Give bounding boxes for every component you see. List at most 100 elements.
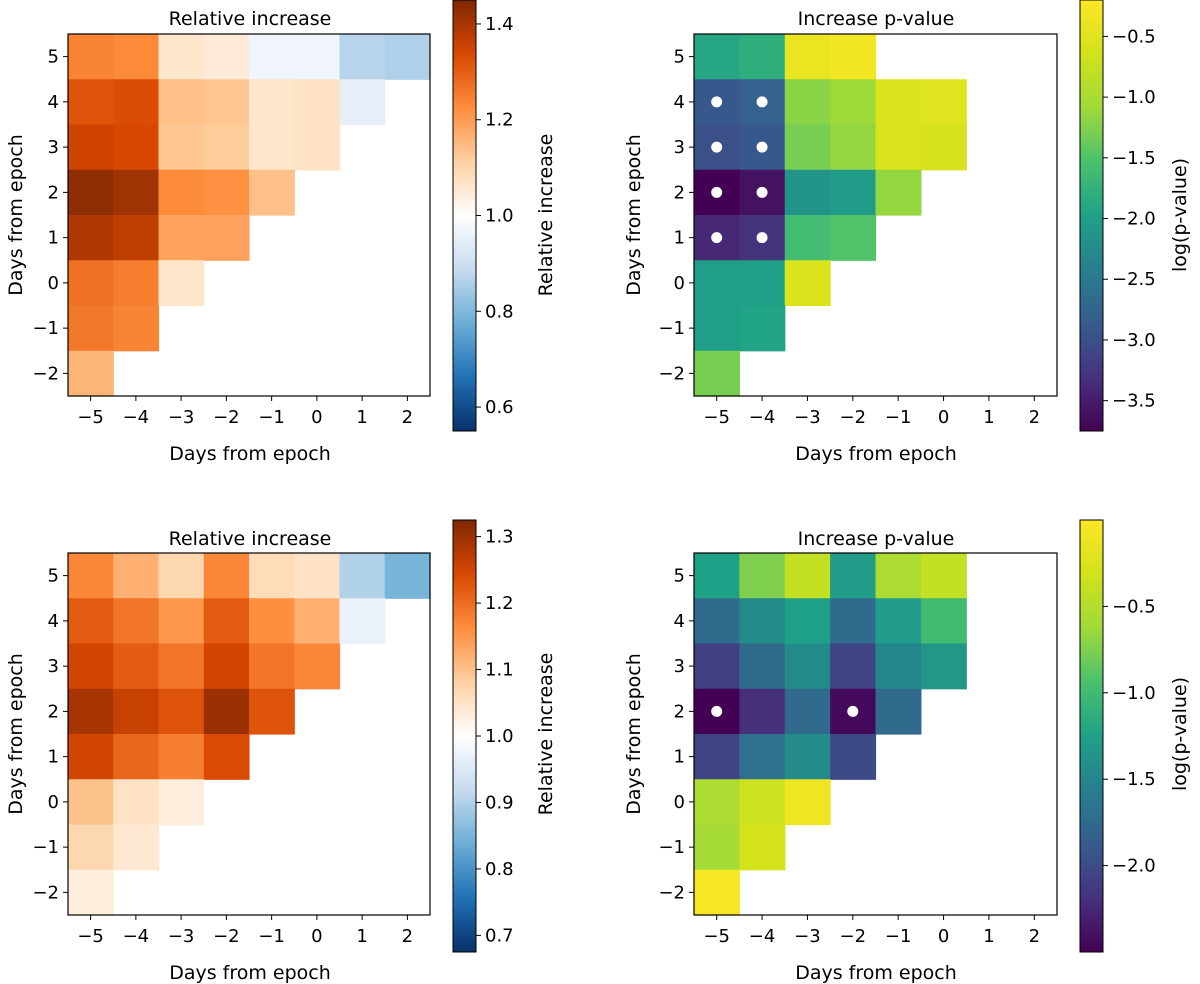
y-tick-label: 2: [48, 701, 59, 722]
heatmap-cell: [784, 124, 831, 171]
y-tick-label: 5: [48, 47, 59, 68]
colorbar-tick-label: 1.1: [485, 660, 514, 681]
colorbar-tick-label: −0.5: [1112, 26, 1156, 47]
heatmap-cell: [875, 553, 922, 599]
panel-d-cells: [694, 553, 967, 916]
heatmap-cell: [739, 34, 786, 80]
panel-b-title: Increase p-value: [798, 8, 955, 30]
heatmap-cell: [920, 598, 967, 645]
heatmap-cell: [113, 553, 160, 599]
panel-d-title: Increase p-value: [798, 528, 955, 550]
colorbar-tick-label: −1.0: [1112, 87, 1156, 108]
panel-c-title: Relative increase: [169, 528, 332, 550]
heatmap-cell: [203, 688, 250, 735]
heatmap-cell: [68, 215, 114, 261]
x-tick-label: 0: [938, 926, 949, 947]
heatmap-cell: [113, 779, 160, 826]
panel-d-colorbar-label: log(p-value): [1169, 677, 1191, 791]
panel-a-colorbar-label: Relative increase: [535, 134, 557, 297]
heatmap-cell: [694, 869, 740, 916]
significance-marker: [711, 96, 723, 108]
colorbar-tick-label: 0.8: [485, 859, 514, 880]
heatmap-cell: [830, 215, 877, 261]
heatmap-cell: [830, 734, 877, 780]
colorbar-tick-label: −1.5: [1112, 148, 1156, 169]
y-tick-label: 0: [48, 792, 59, 813]
heatmap-cell: [739, 553, 786, 599]
x-tick-label: −3: [168, 926, 195, 947]
panel-b-colorbar: [1079, 0, 1104, 432]
panel-d-colorbar: [1079, 519, 1104, 953]
heatmap-cell: [294, 79, 341, 126]
heatmap-cell: [784, 598, 831, 645]
heatmap-cell: [113, 124, 160, 171]
panel-d-x-ticks: −5 −4 −3 −2 −1 0 1 2: [703, 915, 1040, 947]
panel-d-ylabel: Days from epoch: [623, 653, 645, 815]
heatmap-cell: [294, 124, 341, 171]
heatmap-cell: [694, 779, 740, 826]
y-tick-label: 5: [48, 566, 59, 587]
heatmap-cell: [830, 643, 877, 690]
heatmap-cell: [694, 350, 740, 397]
y-tick-label: 3: [48, 656, 59, 677]
heatmap-cell: [694, 305, 740, 352]
heatmap-cell: [203, 79, 250, 126]
heatmap-cell: [68, 34, 114, 80]
panel-b: Increase p-value −5 −4 −3 −2 −1 0 1 2 543210−1−…: [623, 0, 1191, 465]
heatmap-cell: [249, 79, 295, 126]
heatmap-cell: [249, 553, 295, 599]
heatmap-cell: [739, 598, 786, 645]
heatmap-cell: [830, 598, 877, 645]
x-tick-label: 2: [402, 407, 413, 428]
heatmap-cell: [920, 124, 967, 171]
significance-marker: [711, 141, 723, 153]
x-tick-label: −4: [749, 407, 776, 428]
heatmap-cell: [339, 553, 386, 599]
y-tick-label: 3: [674, 656, 685, 677]
heatmap-cell: [875, 598, 922, 645]
panel-c-xlabel: Days from epoch: [169, 962, 331, 984]
panel-a-title: Relative increase: [169, 8, 332, 30]
heatmap-cell: [68, 350, 114, 397]
significance-marker: [756, 232, 768, 244]
heatmap-cell: [694, 734, 740, 780]
x-tick-label: 0: [311, 407, 322, 428]
significance-marker: [756, 96, 768, 108]
y-tick-label: 5: [674, 47, 685, 68]
heatmap-cell: [68, 553, 114, 599]
y-tick-label: 4: [48, 611, 59, 632]
heatmap-cell: [339, 79, 386, 126]
heatmap-cell: [739, 643, 786, 690]
y-tick-label: −1: [658, 837, 685, 858]
heatmap-cell: [68, 305, 114, 352]
heatmap-cell: [203, 124, 250, 171]
heatmap-cell: [694, 598, 740, 645]
y-tick-label: 3: [48, 137, 59, 158]
heatmap-cell: [739, 734, 786, 780]
heatmap-cell: [875, 688, 922, 735]
heatmap-cell: [784, 34, 831, 80]
heatmap-cell: [784, 553, 831, 599]
heatmap-cell: [158, 169, 205, 216]
heatmap-cell: [203, 215, 250, 261]
y-tick-label: 1: [48, 228, 59, 249]
panel-b-xlabel: Days from epoch: [795, 443, 957, 465]
panel-a-cells: [68, 34, 431, 397]
x-tick-label: −1: [885, 926, 912, 947]
heatmap-cell: [68, 79, 114, 126]
panel-a-y-ticks: 5 4 3 2 1 0 −1 −2: [32, 47, 68, 384]
x-tick-label: −5: [77, 926, 104, 947]
panel-a-frame: [67, 33, 431, 397]
heatmap-cell: [784, 169, 831, 216]
heatmap-cell: [158, 124, 205, 171]
panel-a-x-ticks: −5 −4 −3 −2 −1 0 1 2: [77, 396, 413, 428]
x-tick-label: −4: [123, 926, 150, 947]
heatmap-cell: [113, 215, 160, 261]
colorbar-tick-label: 1.2: [485, 593, 514, 614]
x-tick-label: −5: [77, 407, 104, 428]
heatmap-cell: [739, 688, 786, 735]
heatmap-cell: [249, 34, 295, 80]
heatmap-cell: [158, 643, 205, 690]
panel-c-colorbar: [452, 519, 477, 953]
